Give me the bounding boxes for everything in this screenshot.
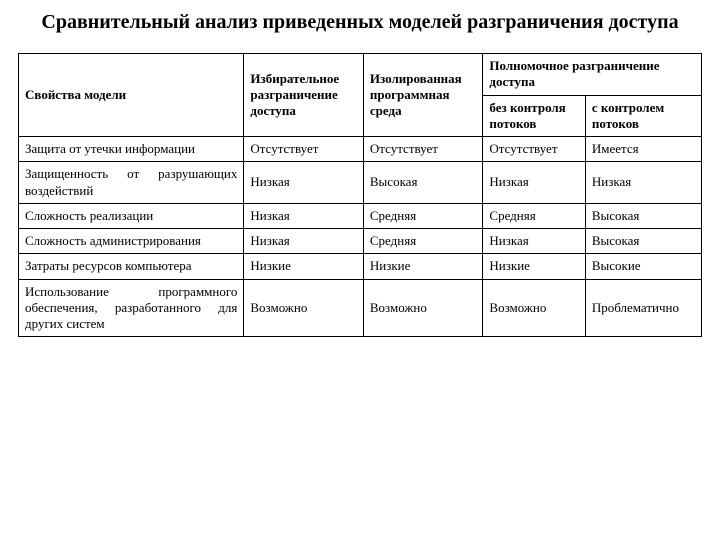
cell: Проблематично xyxy=(585,279,701,337)
header-sub1: без контроля потоков xyxy=(483,95,585,137)
row-label: Сложность администрирования xyxy=(19,229,244,254)
header-group: Полномочное разграничение доступа xyxy=(483,54,702,96)
cell: Высокая xyxy=(585,203,701,228)
cell: Низкие xyxy=(363,254,483,279)
cell: Высокая xyxy=(363,162,483,204)
cell: Низкая xyxy=(585,162,701,204)
cell: Имеется xyxy=(585,137,701,162)
cell: Низкая xyxy=(244,203,364,228)
row-label: Защищенность от разрушающих воздействий xyxy=(19,162,244,204)
cell: Отсутствует xyxy=(483,137,585,162)
cell: Высокие xyxy=(585,254,701,279)
cell: Низкая xyxy=(483,229,585,254)
cell: Возможно xyxy=(483,279,585,337)
cell: Низкая xyxy=(483,162,585,204)
page-title: Сравнительный анализ приведенных моделей… xyxy=(18,10,702,35)
header-col1: Избирательное разграничение доступа xyxy=(244,54,364,137)
header-properties: Свойства модели xyxy=(19,54,244,137)
table-row: Защита от утечки информации Отсутствует … xyxy=(19,137,702,162)
table-row: Сложность реализации Низкая Средняя Сред… xyxy=(19,203,702,228)
table-row: Использование программного обеспечения, … xyxy=(19,279,702,337)
table-row: Защищенность от разрушающих воздействий … xyxy=(19,162,702,204)
row-label: Использование программного обеспечения, … xyxy=(19,279,244,337)
cell: Возможно xyxy=(363,279,483,337)
cell: Отсутствует xyxy=(244,137,364,162)
cell: Отсутствует xyxy=(363,137,483,162)
row-label: Защита от утечки информации xyxy=(19,137,244,162)
table-row: Сложность администрирования Низкая Средн… xyxy=(19,229,702,254)
cell: Возможно xyxy=(244,279,364,337)
table-row: Затраты ресурсов компьютера Низкие Низки… xyxy=(19,254,702,279)
header-sub2: с контролем потоков xyxy=(585,95,701,137)
cell: Низкие xyxy=(483,254,585,279)
cell: Высокая xyxy=(585,229,701,254)
cell: Низкие xyxy=(244,254,364,279)
header-col2: Изолированная программная среда xyxy=(363,54,483,137)
cell: Средняя xyxy=(483,203,585,228)
cell: Средняя xyxy=(363,203,483,228)
cell: Низкая xyxy=(244,162,364,204)
cell: Низкая xyxy=(244,229,364,254)
comparison-table: Свойства модели Избирательное разграниче… xyxy=(18,53,702,337)
cell: Средняя xyxy=(363,229,483,254)
row-label: Затраты ресурсов компьютера xyxy=(19,254,244,279)
row-label: Сложность реализации xyxy=(19,203,244,228)
